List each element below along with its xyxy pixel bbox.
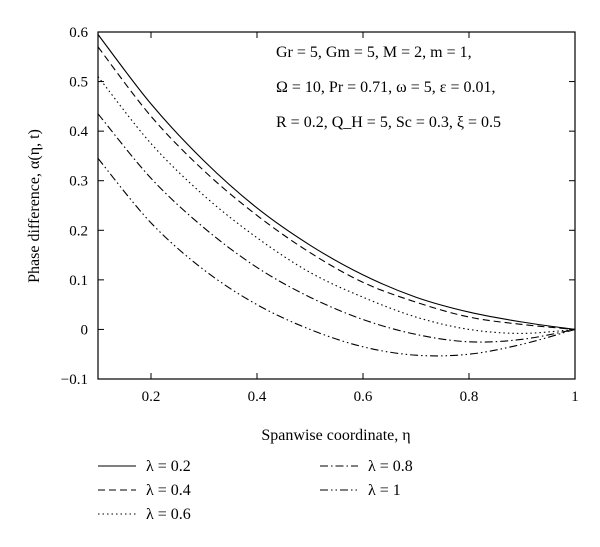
x-axis-title: Spanwise coordinate, η — [261, 427, 410, 444]
legend-item: λ = 0.8 — [320, 458, 413, 475]
legend-label: λ = 0.2 — [146, 458, 191, 475]
legend-label: λ = 0.8 — [368, 458, 413, 475]
x-tick-label: 0.2 — [142, 389, 161, 405]
x-tick-label: 1 — [571, 389, 579, 405]
x-tick-label: 0.4 — [248, 389, 267, 405]
x-tick-label: 0.6 — [354, 389, 373, 405]
y-tick-label: 0 — [81, 322, 89, 338]
series-line-5 — [97, 158, 576, 357]
legend-item: λ = 0.6 — [98, 506, 191, 523]
y-tick-label: 0.5 — [69, 75, 88, 91]
y-tick-label: 0.6 — [69, 25, 88, 41]
parameter-annotations: Gr = 5, Gm = 5, M = 2, m = 1, Ω = 10, Pr… — [276, 44, 501, 131]
legend: λ = 0.2 λ = 0.4 λ = 0.6 λ = 0.8 λ = 1 — [98, 458, 413, 523]
annotation-line-1: Gr = 5, Gm = 5, M = 2, m = 1, — [276, 44, 472, 61]
legend-item: λ = 0.4 — [98, 482, 191, 499]
y-tick-label: 0.4 — [69, 124, 88, 140]
axis-tick-labels: 0.2 0.4 0.6 0.8 1 −0.1 0 0.1 0.2 0.3 0.4 0.5 0.6 — [61, 25, 579, 405]
series-line-2 — [97, 46, 576, 330]
legend-label: λ = 0.4 — [146, 482, 191, 499]
series-line-3 — [97, 76, 576, 334]
legend-item: λ = 0.2 — [98, 458, 191, 475]
x-tick-label: 0.8 — [460, 389, 479, 405]
y-tick-label: −0.1 — [61, 372, 88, 388]
legend-label: λ = 1 — [368, 482, 401, 499]
y-tick-label: 0.1 — [69, 273, 88, 289]
series-lines — [97, 34, 576, 357]
annotation-line-3: R = 0.2, Q_H = 5, Sc = 0.3, ξ = 0.5 — [276, 114, 501, 131]
axis-ticks — [98, 31, 576, 380]
y-tick-label: 0.2 — [69, 223, 88, 239]
legend-item: λ = 1 — [320, 482, 401, 499]
legend-label: λ = 0.6 — [146, 506, 191, 523]
y-axis-title: Phase difference, α(η, t) — [26, 129, 43, 283]
y-tick-label: 0.3 — [69, 174, 88, 190]
annotation-line-2: Ω = 10, Pr = 0.71, ω = 5, ε = 0.01, — [276, 79, 495, 96]
plot-frame — [97, 31, 576, 380]
series-line-1 — [97, 34, 576, 330]
series-line-4 — [97, 113, 576, 343]
